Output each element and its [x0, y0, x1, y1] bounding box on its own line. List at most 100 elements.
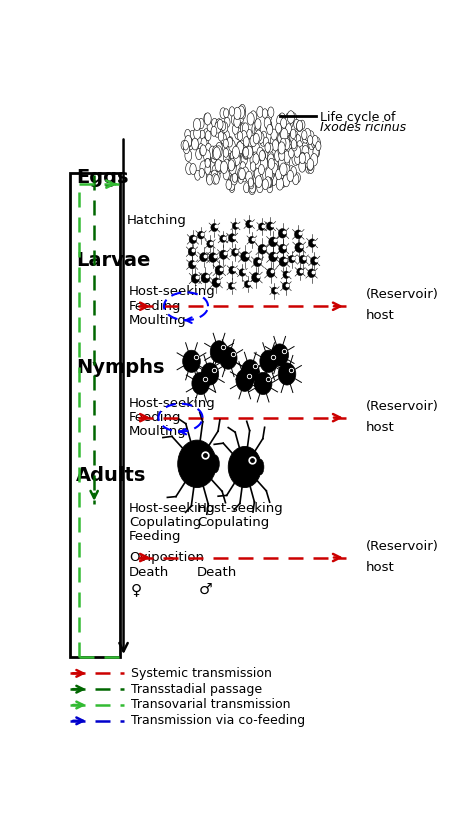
Circle shape: [246, 171, 252, 182]
Circle shape: [305, 158, 311, 168]
Circle shape: [280, 175, 287, 187]
Circle shape: [216, 118, 222, 130]
Ellipse shape: [256, 459, 264, 475]
Circle shape: [230, 151, 236, 160]
Circle shape: [267, 182, 273, 193]
Circle shape: [241, 155, 247, 165]
Circle shape: [255, 122, 260, 132]
Ellipse shape: [188, 247, 196, 256]
Circle shape: [283, 136, 290, 148]
Circle shape: [194, 127, 201, 140]
Circle shape: [215, 159, 222, 171]
Circle shape: [248, 178, 254, 187]
Circle shape: [252, 152, 259, 164]
Circle shape: [276, 178, 283, 190]
Circle shape: [239, 155, 246, 165]
Ellipse shape: [308, 269, 315, 278]
Circle shape: [209, 146, 216, 159]
Circle shape: [229, 183, 235, 192]
Ellipse shape: [189, 235, 197, 243]
Circle shape: [185, 150, 191, 161]
Circle shape: [216, 142, 222, 154]
Circle shape: [253, 142, 260, 155]
Ellipse shape: [198, 231, 204, 239]
Circle shape: [261, 132, 267, 141]
Circle shape: [247, 139, 255, 151]
Circle shape: [291, 113, 297, 123]
Circle shape: [203, 129, 209, 138]
Circle shape: [281, 152, 287, 162]
Text: Feeding: Feeding: [129, 411, 182, 424]
Circle shape: [277, 117, 284, 129]
Circle shape: [207, 122, 212, 132]
Circle shape: [240, 123, 247, 135]
Text: ♀: ♀: [131, 582, 142, 597]
Ellipse shape: [215, 266, 224, 275]
Circle shape: [232, 124, 238, 134]
Circle shape: [270, 135, 277, 147]
Circle shape: [223, 169, 229, 180]
Circle shape: [286, 113, 292, 122]
Circle shape: [258, 150, 265, 161]
Circle shape: [281, 161, 287, 170]
Circle shape: [207, 159, 214, 172]
Circle shape: [268, 125, 273, 134]
Circle shape: [223, 148, 228, 157]
Circle shape: [279, 157, 285, 169]
Circle shape: [232, 173, 237, 182]
Ellipse shape: [228, 446, 261, 487]
Circle shape: [268, 159, 274, 169]
Circle shape: [248, 179, 254, 189]
Circle shape: [217, 119, 223, 129]
Circle shape: [295, 135, 301, 144]
Text: Host-seeking: Host-seeking: [197, 502, 284, 515]
Text: host: host: [366, 561, 395, 574]
Circle shape: [253, 133, 259, 144]
Text: host: host: [366, 309, 395, 322]
Circle shape: [250, 135, 256, 146]
Ellipse shape: [232, 248, 238, 256]
Circle shape: [290, 132, 297, 143]
Circle shape: [269, 167, 275, 178]
Circle shape: [253, 154, 259, 164]
Circle shape: [237, 141, 244, 154]
Circle shape: [267, 169, 274, 181]
Circle shape: [204, 159, 211, 170]
Circle shape: [287, 170, 293, 182]
Ellipse shape: [236, 369, 254, 391]
Circle shape: [253, 168, 259, 178]
Circle shape: [291, 140, 297, 149]
Circle shape: [214, 128, 220, 137]
Circle shape: [297, 141, 302, 151]
Circle shape: [259, 150, 265, 161]
Circle shape: [185, 136, 191, 147]
Circle shape: [211, 127, 217, 136]
Text: Moulting: Moulting: [129, 425, 187, 438]
Circle shape: [259, 151, 265, 160]
Ellipse shape: [278, 229, 287, 238]
Text: Nymphs: Nymphs: [76, 358, 164, 377]
Circle shape: [224, 159, 229, 168]
Circle shape: [231, 173, 237, 185]
Circle shape: [252, 122, 259, 135]
Ellipse shape: [271, 344, 289, 366]
Circle shape: [278, 142, 285, 154]
Circle shape: [225, 159, 230, 169]
Circle shape: [229, 107, 235, 116]
Circle shape: [256, 182, 263, 193]
Circle shape: [291, 167, 296, 177]
Circle shape: [301, 142, 308, 155]
Circle shape: [238, 113, 244, 122]
Circle shape: [221, 122, 228, 132]
Circle shape: [300, 152, 306, 162]
Circle shape: [221, 136, 227, 145]
Circle shape: [312, 136, 318, 145]
Circle shape: [290, 147, 296, 157]
Ellipse shape: [200, 252, 208, 261]
Text: Feeding: Feeding: [129, 530, 182, 543]
Circle shape: [243, 149, 249, 159]
Circle shape: [275, 123, 282, 133]
Circle shape: [240, 162, 246, 172]
Ellipse shape: [252, 273, 260, 283]
Circle shape: [229, 163, 236, 174]
